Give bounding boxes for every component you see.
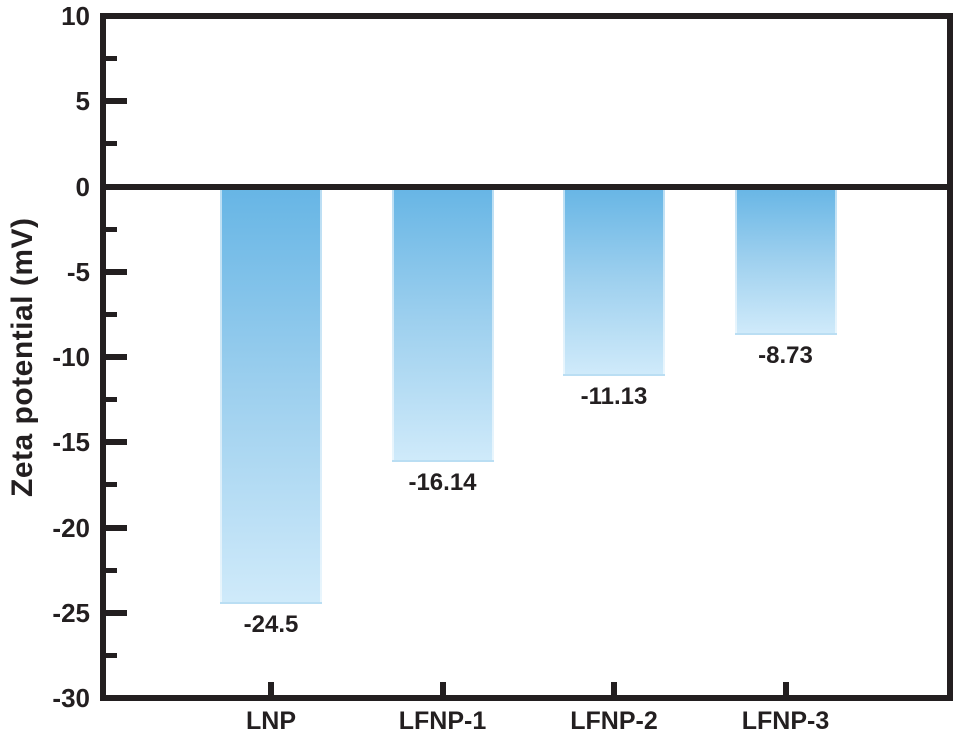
y-major-tick: [106, 439, 127, 446]
x-category-label: LFNP-1: [398, 707, 487, 735]
x-tick: [268, 682, 274, 695]
x-category-label: LFNP-3: [741, 707, 830, 735]
y-tick-label: 10: [61, 1, 90, 31]
y-major-tick: [106, 13, 127, 19]
y-tick-label: 5: [75, 86, 90, 117]
bar-LFNP-2: [563, 186, 665, 377]
y-minor-tick: [106, 311, 117, 317]
zero-baseline: [106, 183, 947, 190]
x-category-label: LFNP-2: [570, 707, 658, 735]
y-minor-tick: [106, 652, 117, 658]
y-tick-label: 0: [75, 171, 90, 202]
y-tick-label: -20: [52, 512, 90, 543]
y-major-tick: [106, 98, 127, 105]
x-tick: [782, 682, 789, 695]
y-minor-tick: [106, 397, 117, 403]
y-minor-tick: [106, 567, 117, 573]
bar-LFNP-3: [734, 186, 837, 336]
y-minor-tick: [106, 482, 117, 488]
x-tick: [611, 682, 617, 695]
y-minor-tick: [106, 226, 117, 232]
y-tick-label: -25: [52, 597, 90, 628]
y-major-tick: [106, 268, 127, 275]
y-major-tick: [106, 695, 127, 701]
bar-LNP: [220, 186, 322, 605]
y-major-tick: [106, 183, 127, 190]
y-major-tick: [106, 354, 127, 360]
bar-value-label: -16.14: [408, 468, 477, 496]
y-tick-label: -5: [66, 256, 90, 287]
bar-LFNP-1: [391, 186, 494, 462]
x-tick: [439, 682, 446, 695]
y-tick-label: -10: [52, 342, 90, 372]
y-tick-label: -15: [52, 427, 90, 458]
bar-value-label: -24.5: [243, 611, 299, 639]
bar-value-label: -8.73: [758, 342, 813, 370]
y-major-tick: [106, 524, 127, 531]
bar-value-label: -11.13: [580, 383, 648, 411]
y-major-tick: [106, 609, 127, 616]
y-minor-tick: [106, 56, 117, 62]
y-minor-tick: [106, 141, 117, 147]
x-category-label: LNP: [246, 707, 296, 735]
y-tick-label: -30: [52, 683, 90, 713]
